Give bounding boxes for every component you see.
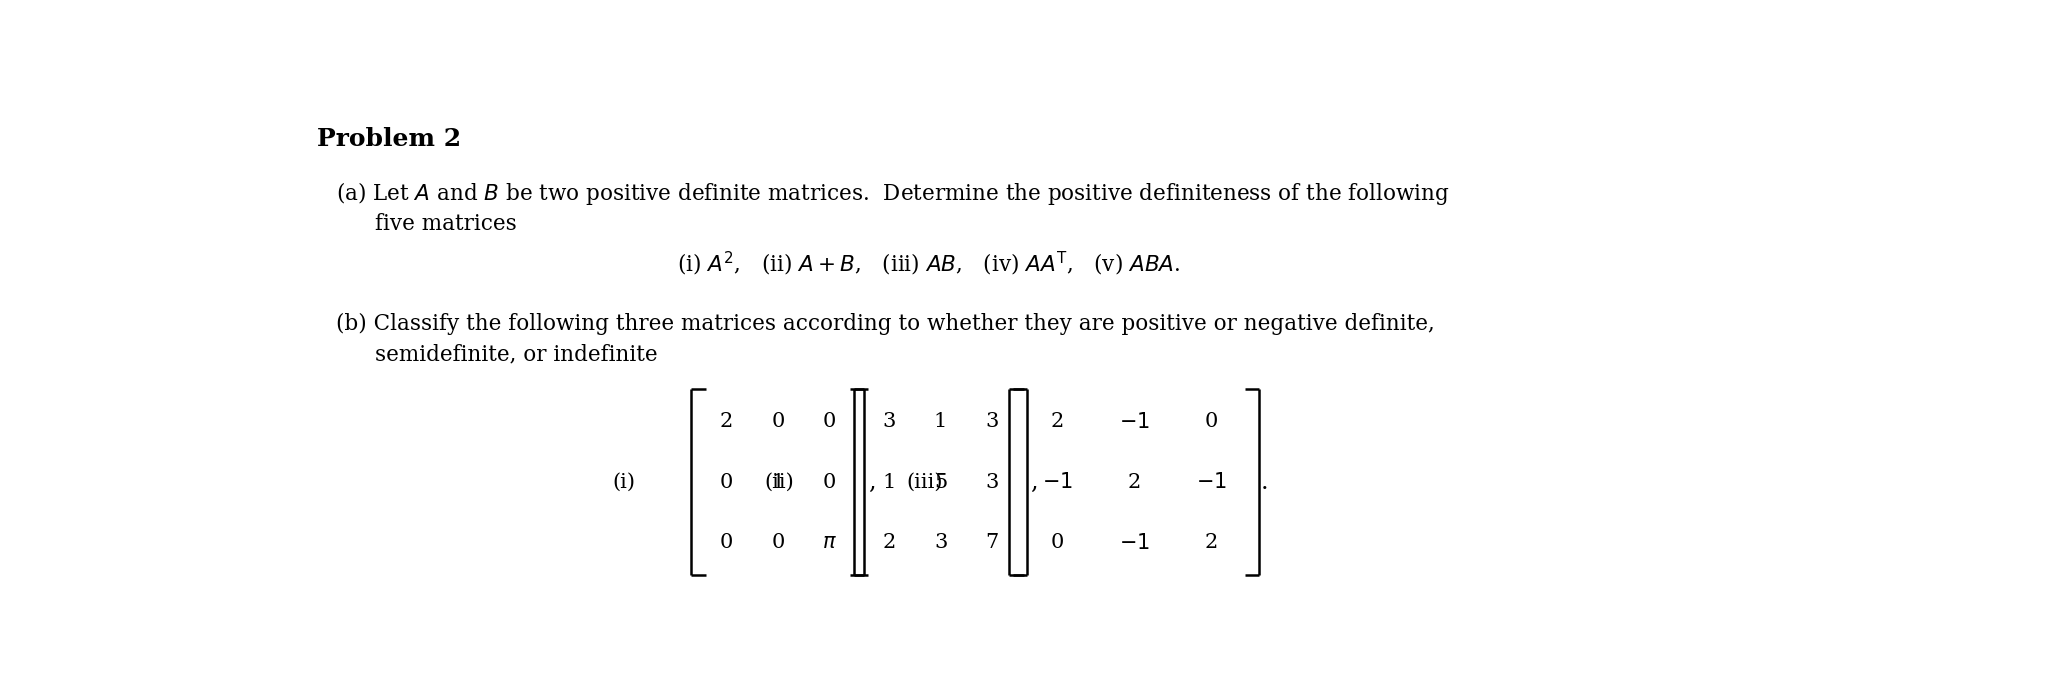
Text: $-1$: $-1$ bbox=[1196, 472, 1227, 492]
Text: (b) Classify the following three matrices according to whether they are positive: (b) Classify the following three matrice… bbox=[335, 313, 1436, 335]
Text: Problem 2: Problem 2 bbox=[317, 126, 461, 151]
Text: 2: 2 bbox=[1051, 413, 1063, 431]
Text: .: . bbox=[1260, 471, 1268, 494]
Text: (ii): (ii) bbox=[763, 473, 794, 492]
Text: $-1$: $-1$ bbox=[1119, 533, 1150, 552]
Text: semidefinite, or indefinite: semidefinite, or indefinite bbox=[374, 344, 658, 366]
Text: 7: 7 bbox=[985, 533, 999, 552]
Text: 3: 3 bbox=[985, 473, 999, 492]
Text: 1: 1 bbox=[933, 413, 948, 431]
Text: 3: 3 bbox=[985, 413, 999, 431]
Text: 2: 2 bbox=[883, 533, 896, 552]
Text: 3: 3 bbox=[933, 533, 948, 552]
Text: (i) $A^2$,   (ii) $A+B$,   (iii) $AB$,   (iv) $AA^{\mathrm{T}}$,   (v) $ABA$.: (i) $A^2$, (ii) $A+B$, (iii) $AB$, (iv) … bbox=[677, 250, 1179, 278]
Text: ,: , bbox=[867, 471, 875, 494]
Text: 0: 0 bbox=[823, 413, 836, 431]
Text: 0: 0 bbox=[772, 533, 784, 552]
Text: (i): (i) bbox=[612, 473, 635, 492]
Text: 0: 0 bbox=[720, 473, 732, 492]
Text: 2: 2 bbox=[720, 413, 732, 431]
Text: 2: 2 bbox=[1128, 473, 1140, 492]
Text: 1: 1 bbox=[772, 473, 784, 492]
Text: $\pi$: $\pi$ bbox=[821, 533, 836, 552]
Text: 1: 1 bbox=[883, 473, 896, 492]
Text: ,: , bbox=[1030, 471, 1039, 494]
Text: $-1$: $-1$ bbox=[1119, 412, 1150, 432]
Text: 0: 0 bbox=[1204, 413, 1219, 431]
Text: 0: 0 bbox=[1051, 533, 1063, 552]
Text: 5: 5 bbox=[933, 473, 948, 492]
Text: (a) Let $\mathit{A}$ and $\mathit{B}$ be two positive definite matrices.  Determ: (a) Let $\mathit{A}$ and $\mathit{B}$ be… bbox=[335, 181, 1450, 207]
Text: 0: 0 bbox=[823, 473, 836, 492]
Text: $-1$: $-1$ bbox=[1043, 472, 1074, 492]
Text: five matrices: five matrices bbox=[374, 213, 517, 235]
Text: 2: 2 bbox=[1204, 533, 1219, 552]
Text: 0: 0 bbox=[720, 533, 732, 552]
Text: (iii): (iii) bbox=[906, 473, 943, 492]
Text: 3: 3 bbox=[883, 413, 896, 431]
Text: 0: 0 bbox=[772, 413, 784, 431]
